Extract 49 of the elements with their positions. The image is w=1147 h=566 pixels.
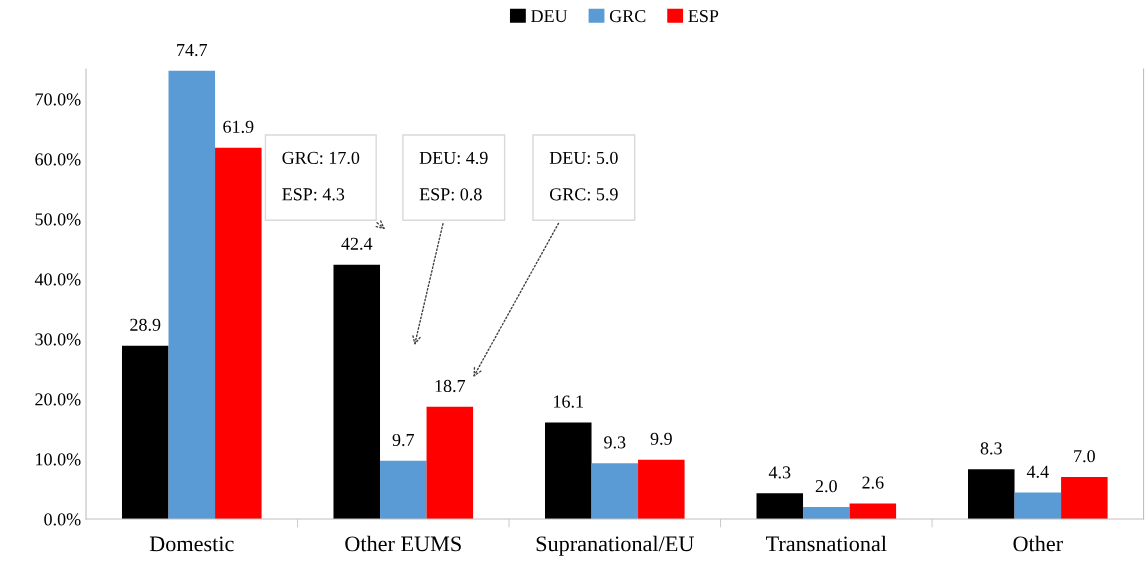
- data-label: 74.7: [177, 44, 208, 57]
- legend-label: DEU: [531, 10, 568, 23]
- bar: [426, 406, 474, 520]
- data-label: 28.9: [130, 318, 161, 331]
- y-tick-label: 10.0%: [36, 453, 81, 466]
- y-tick-label: 0.0%: [44, 513, 81, 526]
- bar: [591, 463, 639, 520]
- bar: [544, 422, 592, 520]
- bar: [1061, 477, 1108, 520]
- data-label: 9.3: [604, 436, 626, 449]
- data-label: 2.6: [862, 476, 884, 489]
- y-tick-label: 60.0%: [35, 153, 81, 166]
- bar: [756, 493, 804, 520]
- y-tick-label: 30.0%: [35, 333, 81, 346]
- bar: [968, 469, 1015, 520]
- y-tick-label: 40.0%: [34, 273, 81, 286]
- text: DEU: 5.0 GRC: 5.9: [549, 151, 618, 201]
- x-tick-label: Other: [1013, 535, 1063, 552]
- bar: [333, 264, 381, 520]
- bar: [803, 507, 850, 520]
- data-label: 9.9: [650, 432, 672, 445]
- bar: [215, 147, 262, 520]
- y-tick-label: 70.0%: [35, 93, 81, 106]
- y-tick-label: 20.0%: [35, 393, 81, 406]
- text: GRC: 17.0 ESP: 4.3: [282, 151, 360, 201]
- x-tick-label: Other EUMS: [345, 535, 461, 552]
- data-label: 18.7: [435, 379, 466, 393]
- x-tick-label: Transnational: [766, 535, 887, 552]
- legend-label: ESP: [688, 10, 719, 23]
- x-tick-label: Domestic: [149, 536, 234, 552]
- data-label: 7.0: [1074, 450, 1095, 463]
- bar: [1014, 492, 1062, 520]
- data-label: 9.7: [392, 433, 415, 447]
- bar: [638, 459, 685, 520]
- x-tick-label: Supranational/EU: [536, 535, 694, 556]
- bar: [121, 345, 169, 520]
- bar: [849, 503, 897, 520]
- data-label: 42.4: [341, 237, 373, 250]
- data-label: 8.3: [980, 442, 1002, 455]
- data-label: 4.3: [768, 466, 791, 479]
- y-tick-label: 50.0%: [35, 213, 81, 226]
- legend-label: GRC: [609, 10, 646, 23]
- data-label: 61.9: [223, 120, 254, 133]
- data-label: 16.1: [554, 395, 583, 408]
- data-label: 2.0: [815, 480, 837, 493]
- data-label: 4.4: [1026, 465, 1049, 478]
- bar: [168, 70, 216, 520]
- bar: [380, 460, 427, 520]
- text: DEU: 4.9 ESP: 0.8: [419, 151, 488, 201]
